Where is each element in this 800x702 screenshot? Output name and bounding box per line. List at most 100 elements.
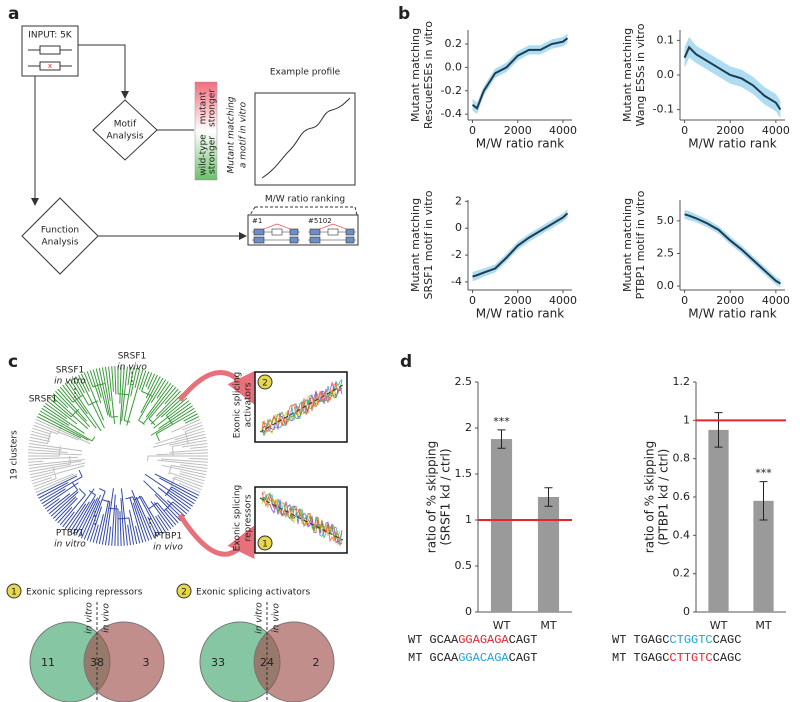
dendrogram-branch bbox=[28, 459, 85, 466]
example-title: Example profile bbox=[270, 68, 341, 78]
y-axis-label: Mutant matching bbox=[409, 28, 422, 122]
dendrogram-branch bbox=[171, 418, 201, 433]
dendrogram-branch bbox=[171, 464, 207, 473]
dendrogram-branch bbox=[89, 506, 103, 542]
arrow bbox=[177, 513, 255, 560]
venn-set-label: in vivo bbox=[102, 603, 112, 633]
dendrogram-branch bbox=[38, 413, 89, 441]
axis-label: activators bbox=[244, 382, 254, 427]
x-axis-label: M/W ratio rank bbox=[688, 137, 776, 151]
venns: 1 Exonic splicing repressors in vitro in vi… bbox=[6, 583, 335, 702]
dendrogram-branch bbox=[62, 511, 75, 528]
dendrogram-branch bbox=[152, 433, 206, 448]
venn-count: 3 bbox=[143, 656, 150, 669]
data-line bbox=[683, 45, 782, 111]
dendrogram-branch bbox=[155, 515, 167, 533]
dendrogram-branch bbox=[28, 449, 68, 453]
arrow bbox=[178, 370, 255, 405]
venn-count: 24 bbox=[260, 656, 274, 669]
dendrogram-branch bbox=[182, 442, 208, 448]
venn-set-label: in vitro bbox=[85, 602, 95, 634]
dendrogram-branch bbox=[75, 376, 85, 394]
y-tick-label: -4 bbox=[451, 275, 462, 288]
dendrogram-branch bbox=[28, 456, 79, 460]
dendrogram-branch bbox=[104, 488, 114, 546]
seq-part: TGAGC bbox=[633, 651, 669, 665]
dendrogram-branch bbox=[128, 509, 138, 545]
dendrogram-branch bbox=[44, 498, 60, 510]
dendrogram-branch bbox=[182, 421, 202, 431]
dendrogram-branch bbox=[34, 473, 75, 491]
error-bar bbox=[544, 487, 553, 507]
dendrogram-branch bbox=[148, 386, 177, 420]
dendrogram-arc bbox=[163, 501, 174, 512]
y-tick-label: -0.4 bbox=[441, 107, 462, 120]
dendrogram-branch bbox=[165, 508, 179, 524]
dendrogram-branch bbox=[83, 500, 101, 540]
x-tick-label: WT bbox=[493, 619, 511, 632]
seq-part: CAGC bbox=[713, 633, 742, 647]
x-tick-label: 0 bbox=[681, 294, 688, 307]
dendrogram-branch bbox=[169, 488, 195, 505]
x-tick-label: 4000 bbox=[762, 124, 790, 137]
profile-x-label: M/W ratio ranking bbox=[265, 195, 345, 205]
gradient-label: stronger bbox=[208, 136, 218, 174]
y-tick-label: 2 bbox=[465, 421, 472, 434]
dendrogram-branch bbox=[159, 477, 198, 499]
dendrogram-branch bbox=[131, 489, 153, 540]
dendrogram-branch bbox=[69, 379, 81, 396]
dendrogram-branch bbox=[190, 446, 208, 449]
dendrogram-branch bbox=[150, 407, 195, 436]
x-axis-label: M/W ratio rank bbox=[476, 137, 564, 151]
dendrogram-branch bbox=[75, 499, 96, 536]
dendrogram-arc bbox=[117, 517, 129, 520]
exon bbox=[39, 45, 61, 55]
dendrogram-arc bbox=[78, 488, 86, 496]
dendrogram-branch bbox=[69, 501, 90, 533]
y-axis-label: RescueESEs in vitro bbox=[422, 21, 435, 129]
dendrogram-branch bbox=[126, 369, 144, 426]
dendrogram-branch bbox=[29, 439, 48, 445]
x-tick-label: 4000 bbox=[549, 124, 577, 137]
trend-line bbox=[259, 497, 344, 541]
dendrogram-arc bbox=[88, 490, 96, 496]
dendrogram-branch bbox=[178, 482, 201, 494]
profile-y-label: a motif in vitro bbox=[239, 101, 249, 168]
dendrogram-arc bbox=[78, 469, 83, 477]
significance: *** bbox=[493, 415, 510, 428]
error-band bbox=[472, 209, 568, 282]
dendrogram-branch bbox=[28, 442, 83, 452]
dendrogram-branch bbox=[46, 400, 78, 425]
dendrogram-branch bbox=[154, 493, 181, 522]
y-tick-label: 2 bbox=[455, 194, 462, 207]
dendrogram-branch bbox=[169, 449, 208, 453]
dendrogram-branch bbox=[128, 517, 135, 545]
dendrogram-arc bbox=[70, 408, 80, 418]
dendrogram-branch bbox=[38, 482, 69, 499]
dendrogram-branch bbox=[145, 374, 158, 399]
annotation: in vivo bbox=[153, 543, 183, 553]
dendrogram-branch bbox=[155, 410, 197, 435]
dendrogram-arc bbox=[124, 420, 131, 423]
dendrogram-branch bbox=[145, 372, 153, 387]
venn-circle bbox=[83, 621, 165, 702]
dendrogram-branch bbox=[92, 369, 102, 398]
rank-label: #5102 bbox=[308, 217, 332, 225]
error-bar bbox=[497, 429, 506, 449]
dendrogram-arc bbox=[125, 496, 134, 500]
dendrogram-branch bbox=[33, 478, 57, 488]
dendrogram-branch bbox=[57, 506, 73, 524]
y-axis-label: Mutant matching bbox=[409, 198, 422, 292]
dendrogram-branch bbox=[147, 373, 156, 390]
seq-part: CAGT bbox=[509, 633, 538, 647]
dendrogram-arc bbox=[117, 393, 129, 396]
annotation: SRSF1 bbox=[118, 352, 147, 362]
dendrogram-branch bbox=[179, 473, 205, 482]
dendrogram-branch bbox=[48, 489, 78, 515]
dendrogram-branch bbox=[34, 421, 79, 441]
axis-label: repressors bbox=[244, 494, 254, 541]
dendrogram-branch bbox=[83, 372, 105, 421]
dendrogram-branch bbox=[55, 497, 78, 522]
dendrogram-branch bbox=[108, 526, 112, 546]
